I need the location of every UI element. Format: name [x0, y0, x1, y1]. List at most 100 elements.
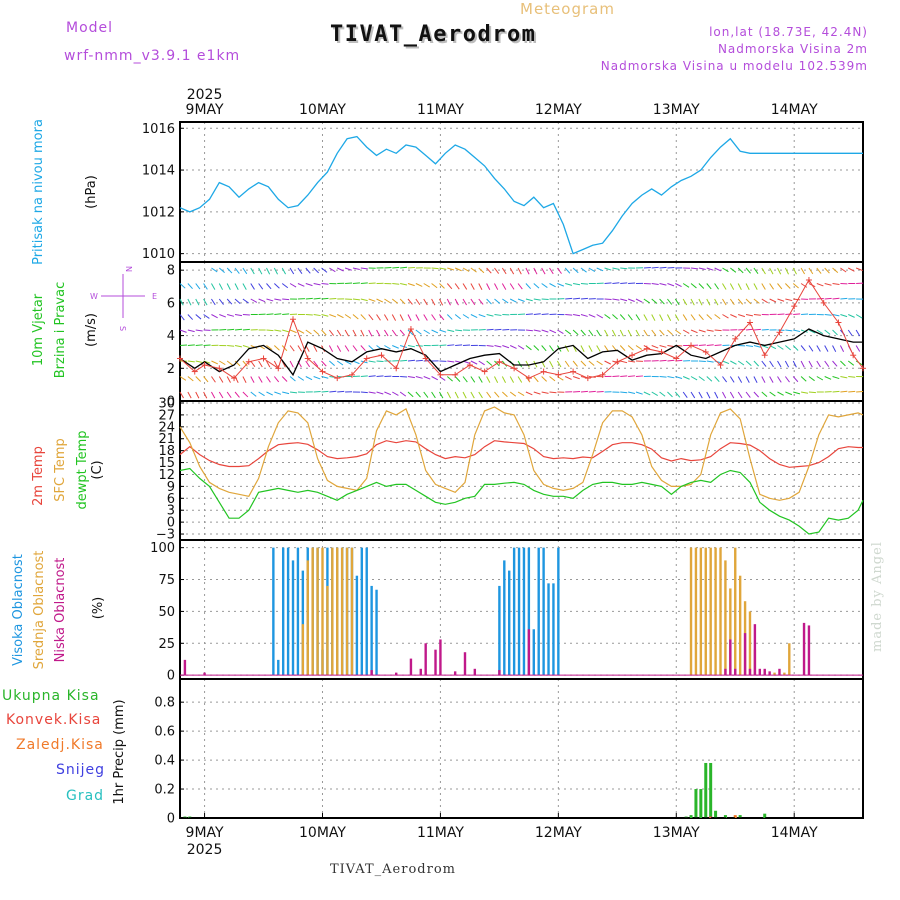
- wind-direction-arrow: [431, 283, 438, 289]
- cloud-bar: [734, 547, 737, 676]
- x-tick-label-top: 9MAY: [186, 102, 224, 118]
- wind-direction-arrow: [682, 298, 688, 306]
- wind-direction-arrow: [509, 267, 515, 275]
- precip-bar: [709, 816, 713, 818]
- y-tick-label: 18: [158, 444, 175, 459]
- wind-direction-arrow: [777, 283, 783, 290]
- x-tick-label-top: 12MAY: [535, 102, 582, 118]
- wind-direction-arrow: [525, 360, 530, 368]
- wind-direction-arrow: [517, 345, 525, 350]
- temp-unit: (C): [90, 460, 105, 479]
- wind-direction-arrow: [792, 267, 797, 275]
- wind-direction-arrow: [785, 313, 793, 315]
- wind-direction-arrow: [619, 314, 626, 321]
- wind-direction-arrow: [604, 314, 611, 319]
- wind-direction-arrow: [824, 376, 832, 380]
- wind-direction-arrow: [816, 329, 824, 335]
- wind-direction-arrow: [729, 298, 735, 306]
- wind-direction-arrow: [525, 267, 530, 275]
- wind-direction-arrow: [266, 329, 274, 332]
- wind-direction-arrow: [439, 329, 447, 333]
- wind-direction-arrow: [400, 359, 408, 362]
- watermark: made by Angel: [870, 541, 885, 652]
- wind-direction-arrow: [549, 345, 554, 352]
- wind-direction-arrow: [714, 329, 722, 332]
- wind-direction-arrow: [328, 345, 334, 352]
- wind-direction-arrow: [840, 267, 847, 273]
- wind-direction-arrow: [588, 314, 596, 318]
- wind-direction-arrow: [447, 267, 455, 271]
- wind-direction-arrow: [305, 297, 313, 300]
- wind-direction-arrow: [266, 313, 274, 315]
- wind-direction-arrow: [179, 314, 185, 321]
- cloud-bar: [277, 659, 280, 676]
- wind-direction-arrow: [674, 298, 680, 306]
- cloud-bar: [753, 624, 757, 676]
- cloud-ylabel-mid: Srednja Oblacnost: [32, 551, 47, 670]
- wind-direction-arrow: [722, 360, 730, 365]
- wind-direction-arrow: [777, 298, 785, 302]
- wind-direction-arrow: [517, 298, 525, 302]
- wind-direction-arrow: [195, 391, 200, 399]
- x-tick-label-bottom: 14MAY: [771, 825, 818, 841]
- wind-direction-arrow: [431, 329, 439, 334]
- wind-direction-arrow: [392, 283, 400, 285]
- wind-direction-arrow: [690, 329, 698, 334]
- wind-direction-arrow: [784, 360, 790, 368]
- wind-direction-arrow: [297, 283, 305, 287]
- precip-bar: [704, 762, 708, 818]
- wind-direction-arrow: [509, 283, 515, 290]
- wind-direction-arrow: [816, 283, 824, 287]
- meteogram-label: Meteogram: [520, 0, 615, 18]
- wind-direction-arrow: [840, 360, 846, 367]
- wind-direction-arrow: [612, 267, 620, 270]
- wind-direction-arrow: [604, 360, 612, 365]
- wind-direction-arrow: [580, 267, 587, 273]
- wind-direction-arrow: [509, 298, 517, 303]
- cloud-bar: [734, 668, 737, 676]
- wind-direction-arrow: [179, 376, 187, 381]
- wind-direction-arrow: [211, 298, 216, 306]
- wind-direction-arrow: [533, 283, 540, 289]
- wind-direction-arrow: [517, 376, 523, 383]
- cloud-bar: [714, 547, 717, 676]
- wind-direction-arrow: [785, 345, 792, 351]
- wind-direction-arrow: [753, 314, 761, 316]
- wind-direction-arrow: [659, 345, 667, 348]
- wind-direction-arrow: [376, 329, 381, 337]
- wind-direction-arrow: [628, 375, 636, 377]
- wind-direction-arrow: [706, 344, 714, 346]
- wind-direction-arrow: [187, 283, 193, 290]
- wind-direction-arrow: [769, 283, 774, 290]
- wind-direction-arrow: [573, 283, 581, 286]
- wind-direction-arrow: [329, 267, 336, 273]
- wind-direction-arrow: [226, 376, 231, 383]
- wind-direction-arrow: [627, 298, 635, 302]
- wind-direction-arrow: [226, 298, 233, 305]
- wind-direction-arrow: [431, 391, 436, 399]
- wind-direction-arrow: [423, 376, 431, 380]
- cloud-bar: [370, 670, 373, 676]
- wind-direction-arrow: [737, 298, 744, 305]
- wind-direction-arrow: [321, 267, 328, 273]
- wind-direction-arrow: [588, 329, 594, 336]
- wind-direction-arrow: [840, 314, 848, 318]
- wind-direction-arrow: [415, 329, 422, 335]
- wind-direction-arrow: [313, 297, 321, 300]
- wind-speed-line: [179, 328, 863, 377]
- wind-direction-arrow: [706, 391, 711, 399]
- wind-direction-arrow: [368, 345, 375, 351]
- wind-direction-arrow: [211, 376, 216, 383]
- wind-direction-arrow: [226, 360, 234, 366]
- wind-direction-arrow: [674, 391, 681, 398]
- wind-direction-arrow: [226, 283, 231, 290]
- cloud-bar: [498, 670, 501, 676]
- y-tick-label: 3: [167, 504, 175, 519]
- wind-direction-arrow: [604, 329, 609, 337]
- wind-direction-arrow: [737, 360, 745, 366]
- wind-direction-arrow: [753, 360, 760, 367]
- cloud-bar: [552, 583, 555, 676]
- wind-direction-arrow: [824, 314, 832, 316]
- wind-direction-arrow: [494, 391, 500, 398]
- wind-direction-arrow: [808, 360, 813, 368]
